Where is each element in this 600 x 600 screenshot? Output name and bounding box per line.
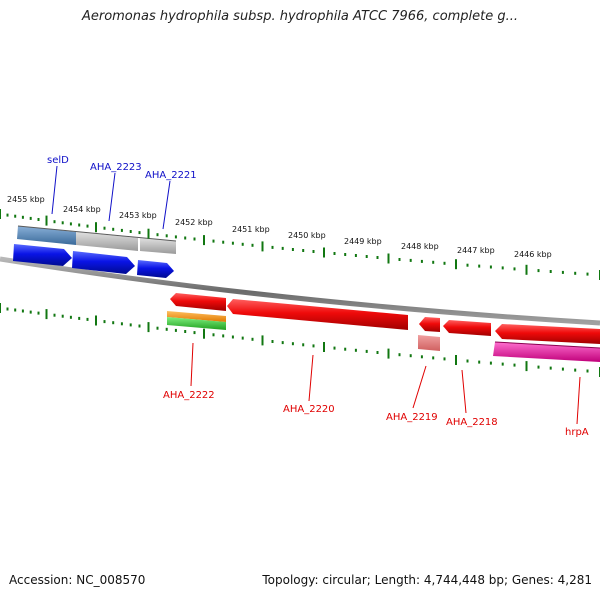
- gene-label-hrpA[interactable]: hrpA: [565, 427, 589, 438]
- gene-label-AHA_2222[interactable]: AHA_2222: [163, 390, 215, 401]
- forward-leader-lines: [51, 165, 171, 230]
- scale-label: 2453 kbp: [119, 211, 157, 220]
- gene-arrow-AHA_2222: [170, 293, 226, 311]
- scale-label: 2447 kbp: [457, 246, 495, 255]
- feature-band-orange: [167, 311, 226, 322]
- feature-band-aha2221: [140, 238, 176, 254]
- scale-label: 2449 kbp: [344, 237, 382, 246]
- upper-scale-ticks: [0, 209, 600, 280]
- gene-label-AHA_2220[interactable]: AHA_2220: [283, 404, 335, 415]
- accession-text: Accession: NC_008570: [9, 573, 146, 587]
- scale-label: 2455 kbp: [7, 195, 45, 204]
- scale-label: 2452 kbp: [175, 218, 213, 227]
- feature-band-aha2223: [76, 232, 138, 251]
- map-title: Aeromonas hydrophila subsp. hydrophila A…: [81, 9, 519, 24]
- gene-arrow-AHA_2219: [419, 317, 440, 332]
- reverse-feature-tracks: [167, 311, 600, 362]
- gene-label-AHA_2221[interactable]: AHA_2221: [145, 170, 197, 181]
- gene-label-AHA_2223[interactable]: AHA_2223: [90, 162, 142, 173]
- gene-arrow-AHA_2220: [227, 299, 408, 330]
- scale-label: 2454 kbp: [63, 205, 101, 214]
- gene-arrow-AHA_2221: [137, 260, 174, 278]
- feature-band-pink: [418, 335, 440, 351]
- reverse-gene-arrows[interactable]: [170, 293, 600, 344]
- feature-band-magenta: [493, 342, 600, 362]
- gene-arrow-AHA_2218: [443, 320, 491, 336]
- feature-band-edge: [17, 225, 177, 242]
- feature-band-magenta-edge: [494, 341, 600, 349]
- gene-label-AHA_2218[interactable]: AHA_2218: [446, 417, 498, 428]
- genome-backbone: [0, 256, 600, 326]
- topology-summary: Topology: circular; Length: 4,744,448 bp…: [262, 573, 592, 587]
- gene-arrow-hrpA: [495, 324, 600, 344]
- scale-label: 2451 kbp: [232, 225, 270, 234]
- feature-band-green: [167, 317, 226, 330]
- scale-label: 2450 kbp: [288, 231, 326, 240]
- scale-label: 2446 kbp: [514, 250, 552, 259]
- gene-label-AHA_2219[interactable]: AHA_2219: [386, 412, 438, 423]
- forward-gene-labels: selD AHA_2223 AHA_2221: [47, 155, 197, 181]
- scale-labels: 2455 kbp 2454 kbp 2453 kbp 2452 kbp 2451…: [7, 195, 552, 259]
- forward-gene-arrows[interactable]: [13, 244, 174, 278]
- gene-arrow-AHA_2223: [72, 251, 135, 274]
- lower-scale-ticks: [0, 303, 600, 377]
- reverse-leader-lines: [190, 342, 581, 425]
- gene-arrow-selD: [13, 244, 72, 266]
- forward-feature-tracks: [17, 225, 177, 254]
- feature-band-sel: [17, 226, 76, 245]
- scale-label: 2448 kbp: [401, 242, 439, 251]
- reverse-gene-labels: AHA_2222 AHA_2220 AHA_2219 AHA_2218 hrpA: [163, 390, 589, 438]
- gene-label-selD[interactable]: selD: [47, 155, 69, 166]
